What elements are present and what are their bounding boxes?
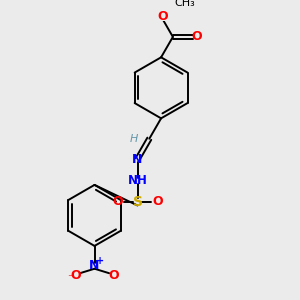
- Text: O: O: [158, 10, 168, 23]
- Text: N: N: [89, 260, 100, 272]
- Text: CH₃: CH₃: [175, 0, 195, 8]
- Text: ⁻: ⁻: [67, 272, 74, 285]
- Text: H: H: [130, 134, 138, 144]
- Text: S: S: [133, 195, 142, 208]
- Text: NH: NH: [128, 174, 148, 187]
- Text: O: O: [191, 30, 202, 44]
- Text: O: O: [152, 195, 163, 208]
- Text: O: O: [108, 269, 119, 283]
- Text: O: O: [112, 195, 123, 208]
- Text: O: O: [70, 269, 81, 283]
- Text: +: +: [96, 256, 104, 266]
- Text: N: N: [132, 153, 143, 166]
